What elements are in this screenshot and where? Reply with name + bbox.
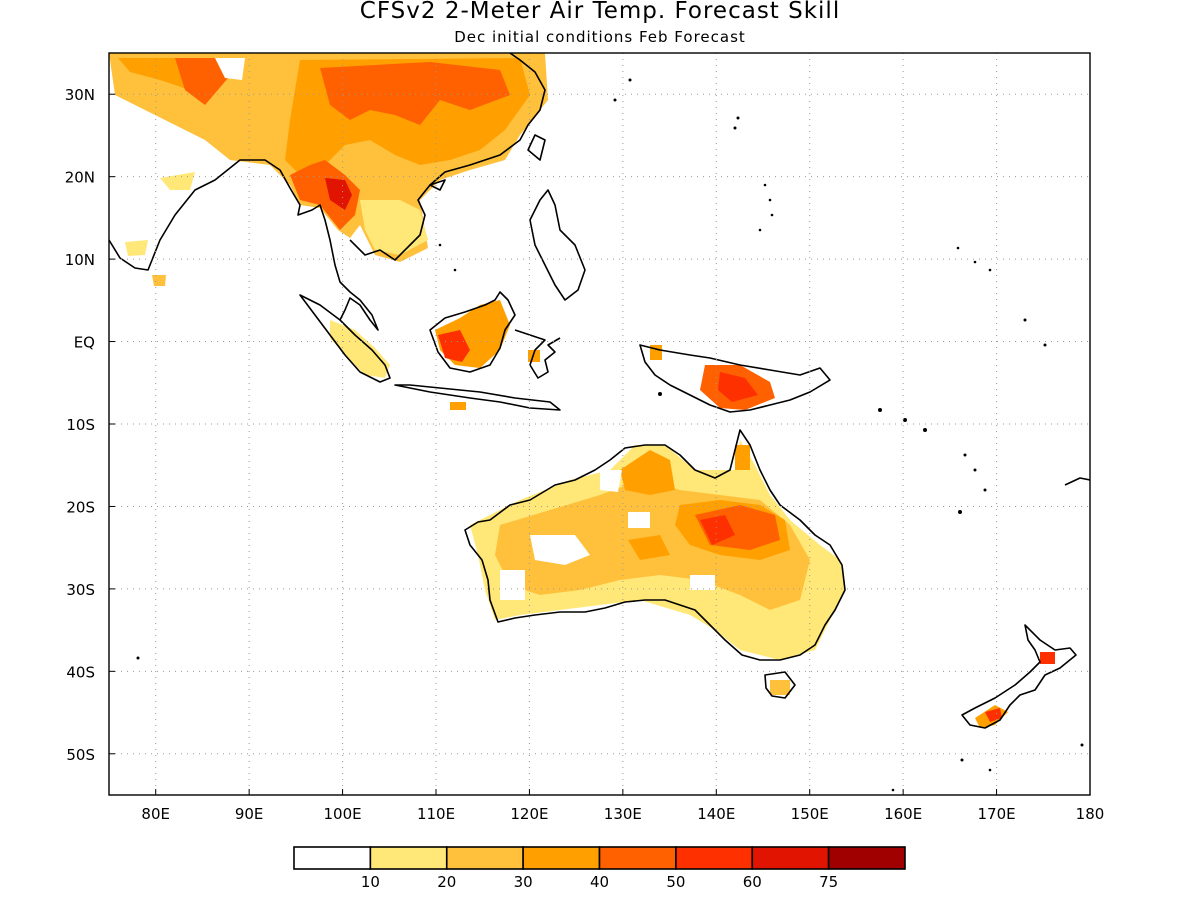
- colorbar-label: 50: [666, 873, 685, 891]
- colorbar-swatch: [675, 846, 754, 870]
- lat-tick-label: 40S: [66, 663, 95, 681]
- colorbar-swatch: [598, 846, 677, 870]
- lat-tick-label: EQ: [74, 334, 95, 352]
- lon-tick-label: 170E: [978, 805, 1016, 823]
- colorbar-labels: 10 20 30 40 50 60 75: [361, 873, 838, 891]
- lon-tick-label: 150E: [791, 805, 829, 823]
- colorbar: [293, 846, 906, 870]
- colorbar-label: 75: [819, 873, 838, 891]
- lat-tick-label: 30S: [66, 581, 95, 599]
- lon-tick-label: 160E: [884, 805, 922, 823]
- lat-tick-label: 10S: [66, 416, 95, 434]
- colorbar-swatch: [827, 846, 906, 870]
- lon-tick-label: 180: [1076, 805, 1105, 823]
- plot-frame: [108, 52, 1091, 796]
- coastlines: [109, 53, 1090, 729]
- lon-axis: 80E 90E 100E 110E 120E 130E 140E 150E 160E 170E 18…: [141, 789, 1104, 823]
- lon-tick-label: 140E: [697, 805, 735, 823]
- lat-axis: 30N 20N 10N EQ 10S 20S 30S 40S 50S: [65, 86, 115, 764]
- colorbar-swatch: [369, 846, 448, 870]
- colorbar-label: 20: [437, 873, 456, 891]
- colorbar-label: 10: [361, 873, 380, 891]
- colorbar-label: 30: [514, 873, 533, 891]
- lat-tick-label: 50S: [66, 746, 95, 764]
- lat-tick-label: 30N: [65, 86, 95, 104]
- colorbar-swatch: [522, 846, 601, 870]
- lat-tick-label: 20S: [66, 498, 95, 516]
- lat-tick-label: 20N: [65, 169, 95, 187]
- colorbar-swatch: [293, 846, 372, 870]
- lon-tick-label: 130E: [604, 805, 642, 823]
- colorbar-swatch: [445, 846, 524, 870]
- lat-tick-label: 10N: [65, 251, 95, 269]
- colorbar-swatch: [751, 846, 830, 870]
- lon-tick-label: 90E: [235, 805, 264, 823]
- islands: [136, 78, 1084, 792]
- colorbar-label: 60: [743, 873, 762, 891]
- lon-tick-label: 110E: [417, 805, 455, 823]
- skill-shading: [109, 53, 1055, 728]
- lon-tick-label: 100E: [324, 805, 362, 823]
- map-title: CFSv2 2-Meter Air Temp. Forecast Skill: [359, 0, 841, 24]
- gridlines: [109, 53, 1090, 795]
- lon-tick-label: 80E: [141, 805, 170, 823]
- lon-tick-label: 120E: [510, 805, 548, 823]
- colorbar-label: 40: [590, 873, 609, 891]
- map-subtitle: Dec initial conditions Feb Forecast: [454, 28, 746, 46]
